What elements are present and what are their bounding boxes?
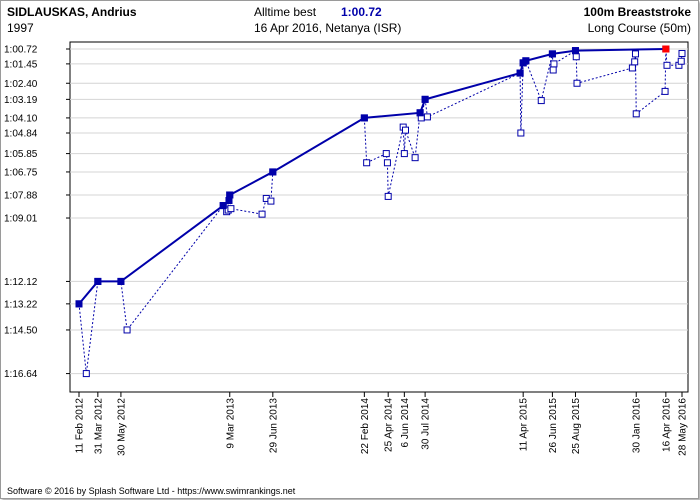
- y-tick-label: 1:03.19: [4, 95, 38, 106]
- alltime-best-value: 1:00.72: [341, 5, 382, 19]
- x-tick-label: 30 May 2012: [116, 398, 127, 456]
- x-tick-label: 16 Apr 2016: [661, 398, 672, 452]
- x-tick-label: 30 Jul 2014: [421, 398, 432, 450]
- y-tick-label: 1:04.10: [4, 113, 38, 124]
- swim-point: [628, 64, 636, 72]
- birth-year: 1997: [7, 21, 34, 35]
- x-tick-label: 6 Jun 2014: [400, 398, 411, 448]
- series-layer: [75, 45, 686, 378]
- personal-best-point: [516, 69, 524, 77]
- swim-point: [678, 49, 686, 57]
- swimmer-name: SIDLAUSKAS, Andrius: [7, 5, 137, 19]
- personal-best-point: [522, 57, 530, 65]
- alltime-best-point: [662, 45, 670, 53]
- swim-point: [227, 205, 235, 213]
- swim-point: [631, 50, 639, 58]
- swim-point: [382, 150, 390, 158]
- swim-point: [123, 326, 131, 334]
- y-axis-ticks: 1:00.72 1:01.45 1:02.40 1:03.19 1:04.10 1:04.…: [4, 45, 70, 380]
- personal-best-point: [226, 191, 234, 199]
- swim-point: [517, 129, 525, 137]
- x-tick-label: 11 Apr 2015: [519, 398, 530, 452]
- x-tick-label: 26 Jun 2015: [548, 398, 559, 453]
- personal-best-line: [78, 48, 666, 305]
- swim-point: [400, 150, 408, 158]
- personal-best-point: [117, 277, 125, 285]
- all-swims-line: [78, 48, 683, 374]
- software-credit: Software © 2016 by Splash Software Ltd -…: [7, 486, 296, 496]
- personal-best-point: [421, 95, 429, 103]
- swim-point: [423, 113, 431, 121]
- swim-point: [363, 159, 371, 167]
- swim-point: [631, 58, 639, 66]
- x-tick-label: 25 Apr 2014: [384, 398, 395, 452]
- x-tick-label: 29 Jun 2013: [268, 398, 279, 453]
- swim-point: [258, 210, 266, 218]
- swim-point: [401, 126, 409, 134]
- event-name: 100m Breaststroke: [583, 5, 691, 19]
- y-tick-label: 1:09.01: [4, 214, 38, 225]
- swim-point: [537, 97, 545, 105]
- x-tick-label: 9 Mar 2013: [225, 398, 236, 449]
- x-tick-label: 11 Feb 2012: [75, 398, 86, 454]
- y-tick-label: 1:14.50: [4, 325, 38, 336]
- plot-area: [69, 41, 689, 393]
- y-tick-label: 1:05.85: [4, 149, 38, 160]
- swim-point: [663, 61, 671, 69]
- swim-point: [82, 370, 90, 378]
- y-tick-label: 1:16.64: [4, 369, 38, 380]
- swim-point: [384, 192, 392, 200]
- swim-point: [632, 110, 640, 118]
- swim-point: [572, 53, 580, 61]
- swim-point: [549, 66, 557, 74]
- swim-point: [383, 159, 391, 167]
- swim-point: [411, 154, 419, 162]
- x-tick-label: 31 Mar 2012: [93, 398, 104, 455]
- y-tick-label: 1:01.45: [4, 59, 38, 70]
- course-type: Long Course (50m): [587, 21, 691, 35]
- swim-point: [677, 57, 685, 65]
- alltime-best-meet: 16 Apr 2016, Netanya (ISR): [254, 21, 402, 35]
- swim-point: [267, 197, 275, 205]
- personal-best-point: [219, 202, 227, 210]
- swim-point: [573, 79, 581, 87]
- x-tick-label: 28 May 2016: [678, 398, 689, 456]
- personal-best-point: [269, 168, 277, 176]
- x-tick-label: 22 Feb 2014: [360, 398, 371, 455]
- alltime-best-label: Alltime best: [254, 5, 317, 19]
- x-tick-label: 30 Jan 2016: [632, 398, 643, 453]
- y-tick-label: 1:13.22: [4, 299, 38, 310]
- personal-best-point: [360, 114, 368, 122]
- grid-lines: [70, 48, 688, 375]
- x-axis-ticks: 11 Feb 2012 31 Mar 2012 30 May 2012 9 Mar 2…: [75, 392, 689, 456]
- y-tick-label: 1:02.40: [4, 79, 38, 90]
- x-tick-label: 25 Aug 2015: [571, 398, 582, 455]
- y-tick-label: 1:12.12: [4, 277, 38, 288]
- personal-best-point: [571, 47, 579, 55]
- y-tick-label: 1:06.75: [4, 167, 38, 178]
- y-tick-label: 1:07.88: [4, 190, 38, 201]
- personal-best-point: [75, 300, 83, 308]
- y-tick-label: 1:00.72: [4, 45, 38, 56]
- swim-point: [661, 87, 669, 95]
- personal-best-point: [548, 50, 556, 58]
- y-tick-label: 1:04.84: [4, 129, 38, 140]
- swim-point: [550, 60, 558, 68]
- personal-best-point: [416, 109, 424, 117]
- personal-best-point: [94, 277, 102, 285]
